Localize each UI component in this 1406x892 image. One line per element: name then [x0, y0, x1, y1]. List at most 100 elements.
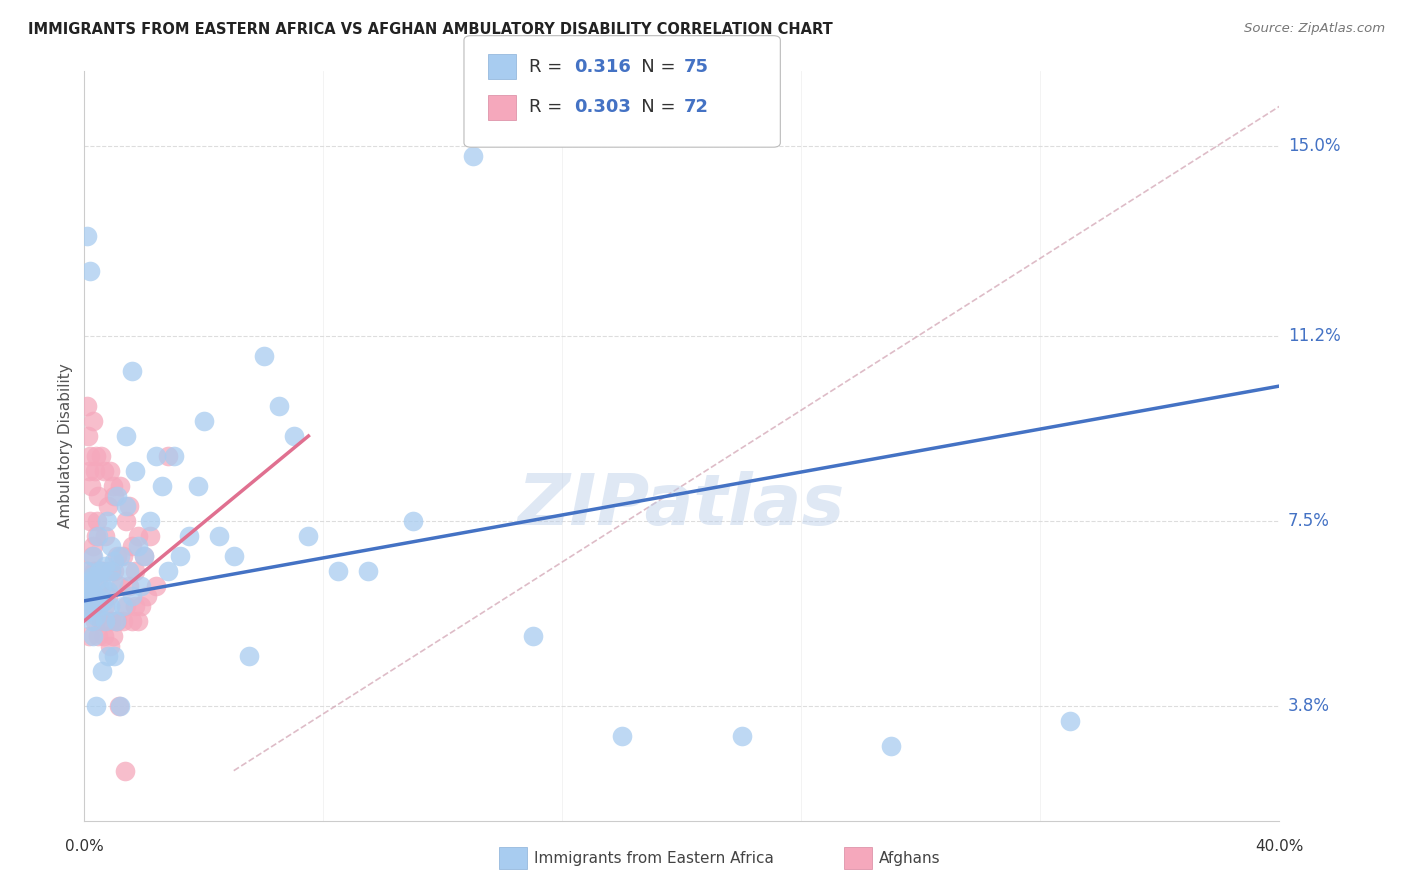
- Point: [118, 579, 141, 593]
- Point: [90, 449, 112, 463]
- Point: [118, 499, 141, 513]
- Point: [100, 539, 122, 553]
- Y-axis label: Ambulatory Disability: Ambulatory Disability: [58, 364, 73, 528]
- Point: [121, 364, 143, 378]
- Point: [297, 529, 319, 543]
- Point: [90, 614, 112, 628]
- Text: Source: ZipAtlas.com: Source: ZipAtlas.com: [1244, 22, 1385, 36]
- Point: [79, 594, 101, 608]
- Point: [136, 589, 159, 603]
- Text: 0.303: 0.303: [574, 98, 630, 116]
- Point: [87, 629, 110, 643]
- Text: Immigrants from Eastern Africa: Immigrants from Eastern Africa: [534, 851, 775, 865]
- Point: [612, 729, 634, 743]
- Point: [75, 579, 97, 593]
- Point: [145, 579, 167, 593]
- Point: [124, 464, 146, 478]
- Point: [238, 648, 260, 663]
- Point: [100, 614, 122, 628]
- Point: [169, 549, 191, 563]
- Point: [76, 564, 98, 578]
- Point: [86, 608, 108, 623]
- Point: [84, 529, 107, 543]
- Point: [97, 499, 120, 513]
- Point: [82, 414, 104, 428]
- Point: [105, 614, 128, 628]
- Text: 15.0%: 15.0%: [1288, 137, 1340, 155]
- Point: [79, 514, 101, 528]
- Point: [96, 564, 118, 578]
- Point: [283, 429, 305, 443]
- Point: [83, 464, 105, 478]
- Point: [76, 564, 98, 578]
- Point: [112, 614, 135, 628]
- Point: [328, 564, 350, 578]
- Point: [82, 589, 104, 603]
- Point: [731, 729, 754, 743]
- Point: [79, 264, 101, 278]
- Point: [110, 549, 132, 563]
- Point: [80, 479, 103, 493]
- Point: [87, 529, 110, 543]
- Point: [94, 558, 117, 573]
- Point: [76, 399, 98, 413]
- Point: [77, 429, 100, 443]
- Point: [129, 579, 152, 593]
- Point: [86, 449, 108, 463]
- Point: [82, 549, 104, 563]
- Text: IMMIGRANTS FROM EASTERN AFRICA VS AFGHAN AMBULATORY DISABILITY CORRELATION CHART: IMMIGRANTS FROM EASTERN AFRICA VS AFGHAN…: [28, 22, 832, 37]
- Point: [79, 599, 101, 613]
- Point: [522, 629, 544, 643]
- Point: [82, 539, 104, 553]
- Point: [112, 599, 135, 613]
- Point: [97, 583, 120, 598]
- Point: [79, 574, 101, 588]
- Point: [96, 614, 118, 628]
- Point: [157, 564, 180, 578]
- Point: [83, 564, 105, 578]
- Point: [94, 529, 117, 543]
- Point: [461, 149, 484, 163]
- Point: [101, 629, 124, 643]
- Point: [91, 579, 114, 593]
- Point: [89, 564, 111, 578]
- Point: [139, 529, 162, 543]
- Point: [93, 594, 115, 608]
- Point: [86, 599, 108, 613]
- Text: 0.0%: 0.0%: [65, 839, 104, 855]
- Point: [91, 564, 114, 578]
- Point: [76, 589, 98, 603]
- Point: [80, 599, 103, 613]
- Point: [103, 554, 125, 568]
- Point: [187, 479, 209, 493]
- Point: [114, 764, 136, 778]
- Point: [93, 464, 115, 478]
- Point: [89, 599, 111, 613]
- Text: 11.2%: 11.2%: [1288, 327, 1340, 345]
- Point: [163, 449, 186, 463]
- Point: [76, 229, 98, 244]
- Point: [103, 489, 125, 503]
- Text: ZIPatlas: ZIPatlas: [519, 472, 845, 541]
- Point: [118, 564, 141, 578]
- Point: [82, 629, 104, 643]
- Point: [124, 599, 146, 613]
- Point: [105, 549, 128, 563]
- Point: [76, 599, 98, 613]
- Point: [124, 564, 146, 578]
- Point: [77, 604, 100, 618]
- Point: [267, 399, 290, 413]
- Point: [90, 564, 112, 578]
- Point: [80, 549, 103, 563]
- Point: [103, 564, 125, 578]
- Point: [115, 499, 138, 513]
- Point: [115, 599, 138, 613]
- Point: [94, 599, 117, 613]
- Point: [97, 648, 120, 663]
- Point: [132, 549, 156, 563]
- Point: [93, 629, 115, 643]
- Point: [83, 614, 105, 628]
- Point: [104, 614, 127, 628]
- Point: [208, 529, 231, 543]
- Text: 7.5%: 7.5%: [1288, 512, 1330, 530]
